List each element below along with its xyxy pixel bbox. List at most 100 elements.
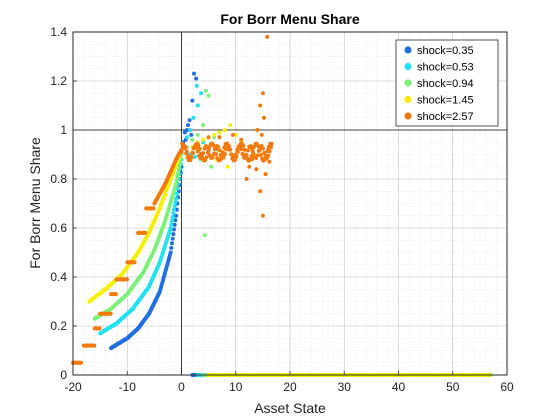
data-point [108,311,113,316]
data-point [168,226,173,230]
legend-entry: shock=1.45 [417,95,474,107]
data-point [216,144,221,149]
data-point [194,83,199,88]
y-tick-label: 0 [60,368,67,382]
y-tick-label: 1.2 [50,74,67,88]
data-point [266,153,271,158]
legend-entry: shock=0.94 [417,78,474,90]
data-point [168,250,173,255]
data-point [113,292,118,297]
chart-title: For Borr Menu Share [220,11,359,27]
data-point [173,200,178,205]
data-point [260,146,265,151]
data-point [255,153,260,158]
data-point [234,154,239,159]
data-point [244,153,249,157]
data-point [170,236,175,241]
data-point [176,170,181,175]
data-point [79,360,84,365]
data-point [184,128,189,132]
x-tick-label: 60 [500,380,514,394]
data-point [249,154,254,159]
data-points [71,34,493,377]
data-point [262,151,267,155]
data-point [132,260,137,265]
data-point [228,123,233,128]
data-point [206,135,211,140]
x-tick-label: 20 [283,380,297,394]
data-point [212,132,217,137]
data-point [201,123,206,128]
data-point [170,241,174,246]
data-point [174,191,179,196]
data-point [171,211,176,216]
data-point [193,154,198,159]
data-point [242,147,247,152]
reference-lines [73,32,507,375]
data-point [241,143,246,148]
data-point [229,152,234,157]
x-tick-label: 30 [338,380,352,394]
data-point [189,132,194,137]
data-point [174,178,179,183]
data-point [228,147,233,152]
data-point [151,206,156,211]
data-point [195,103,200,108]
data-point [184,135,189,140]
data-point [255,128,260,132]
legend-entry: shock=2.57 [417,111,474,123]
data-point [262,115,266,120]
data-point [189,155,194,160]
x-axis-label: Asset State [254,400,326,416]
y-tick-label: 0.4 [50,270,67,284]
data-point [174,181,179,186]
data-point [258,153,263,158]
data-point [172,227,176,232]
data-point [258,103,263,108]
x-tick-label: 0 [178,380,185,394]
x-tick-label: -10 [119,380,137,394]
data-point [192,71,196,76]
legend-marker [404,112,412,120]
data-point [233,157,237,162]
legend-marker [404,95,412,104]
data-point [269,141,274,146]
legend-entry: shock=0.53 [417,62,474,74]
x-tick-label: 40 [392,380,406,394]
y-tick-label: 1 [60,123,67,137]
data-point [195,132,200,137]
data-point [239,137,244,142]
data-point [214,152,219,157]
y-tick-label: 0.8 [50,172,67,186]
data-point [222,128,227,132]
data-point [260,91,265,96]
y-tick-label: 0.2 [50,319,67,333]
data-point [172,204,177,208]
data-point [204,155,209,160]
data-point [251,151,256,156]
data-point [269,145,273,150]
data-point [203,88,208,93]
data-point [217,135,222,140]
legend-marker [404,46,412,54]
data-point [190,98,195,103]
data-point [184,149,189,154]
data-point [254,167,259,172]
data-point [170,218,174,223]
data-point [258,189,263,194]
data-point [239,147,244,152]
data-point [173,218,178,223]
data-point [201,151,206,156]
data-point [252,145,256,149]
data-point [217,148,222,153]
data-point [206,93,211,98]
data-point [233,132,238,137]
y-ticks: 0 0.2 0.4 0.6 0.8 1 1.2 1.4 [50,25,77,382]
data-point [188,128,193,132]
data-point [187,118,192,123]
data-point [222,152,227,157]
data-point [194,76,199,81]
data-point [125,277,129,282]
data-point [250,157,254,162]
data-point [211,143,216,148]
